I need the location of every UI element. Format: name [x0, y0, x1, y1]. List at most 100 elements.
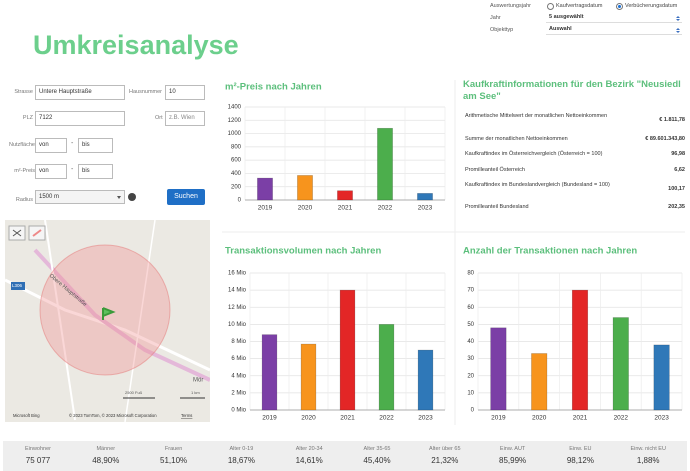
stat-label: Frauen [164, 446, 183, 452]
text-input[interactable]: z.B. Wien [165, 111, 205, 126]
tool-icon [32, 229, 42, 237]
bar [257, 177, 273, 201]
x-tick-label: 2023 [418, 205, 433, 212]
stat-label: Alter über 65 [429, 446, 461, 452]
bar [531, 353, 548, 411]
text-input[interactable]: bis [78, 138, 113, 153]
field-label: Hausnummer [129, 89, 163, 95]
map-label: Mör [193, 378, 203, 384]
select-arrow [676, 19, 680, 21]
page-title: Umkreisanalyse [33, 30, 239, 60]
field-label: Nutzfläche [9, 142, 35, 148]
y-tick-label: 0 [471, 408, 475, 414]
y-tick-label: 1000 [228, 131, 242, 137]
bar [339, 289, 356, 411]
info-title: Kaufkraftinformationen für den Bezirk "N… [463, 79, 681, 102]
map-label: L306 [12, 283, 23, 288]
map-label: Microsoft Bing [13, 413, 40, 418]
chart-title: m²-Preis nach Jahren [225, 82, 322, 93]
radio[interactable] [616, 3, 623, 10]
info-value: 6,62 [674, 167, 685, 173]
y-tick-label: 10 [467, 390, 474, 396]
text-input[interactable]: bis [78, 164, 113, 179]
field-label: m²-Preis [14, 168, 35, 174]
x-tick-label: 2019 [262, 415, 277, 422]
radio-label: Kaufvertragsdatum [556, 3, 603, 9]
select[interactable]: 1500 m [35, 190, 125, 204]
x-tick-label: 2022 [378, 205, 393, 212]
info-label: Kaufkraftindex im Bundeslandvergleich (B… [465, 182, 610, 188]
x-tick-label: 2021 [573, 415, 588, 422]
road-badge [11, 282, 25, 290]
bar [571, 289, 589, 411]
select[interactable]: 5 ausgewählt [546, 13, 682, 23]
map-label: 1 km [191, 390, 200, 395]
bar [612, 317, 629, 411]
chart-title: Anzahl der Transaktionen nach Jahren [463, 246, 637, 257]
text-input[interactable]: von [35, 164, 67, 179]
stat-value: 14,61% [295, 456, 323, 465]
map-label: 2500 Fuß [125, 390, 143, 395]
y-tick-label: 14 Mio [228, 288, 247, 294]
road [124, 220, 156, 422]
radio-label: Verbücherungsdatum [625, 3, 678, 9]
filter-label: Jahr [490, 15, 501, 21]
y-tick-label: 200 [231, 184, 242, 190]
y-tick-label: 1200 [228, 118, 242, 124]
bar [378, 324, 395, 411]
button[interactable]: Suchen [167, 189, 205, 205]
field-label: Strasse [14, 89, 33, 95]
chart-title: Transaktionsvolumen nach Jahren [225, 246, 381, 257]
select-arrow [676, 16, 680, 18]
y-tick-label: 40 [467, 339, 474, 345]
info-label: Summe der monatlichen Nettoeinkommen [465, 136, 568, 142]
x-tick-label: 2020 [301, 415, 316, 422]
y-tick-label: 800 [231, 144, 242, 150]
stat-value: 45,40% [363, 456, 391, 465]
y-tick-label: 30 [467, 356, 474, 362]
select[interactable]: Auswahl [546, 25, 682, 35]
map-label: © 2023 TomTom, © 2023 Microsoft Corporat… [69, 413, 157, 418]
x-tick-label: 2023 [654, 415, 669, 422]
bar [297, 175, 313, 201]
bar [417, 193, 433, 201]
filter-label: Objekttyp [490, 27, 514, 33]
y-tick-label: 10 Mio [228, 322, 247, 328]
y-tick-label: 50 [467, 322, 474, 328]
text-input[interactable]: 10 [165, 85, 205, 100]
main-road [33, 248, 210, 382]
info-value: € 89.601.343,80 [645, 136, 685, 142]
info-label: Arithmetische Mittelwert der monatlichen… [465, 113, 608, 119]
bar [417, 349, 434, 411]
radio[interactable] [547, 3, 554, 10]
separator: - [71, 166, 74, 173]
info-label: Kaufkraftindex im Österreichvergleich (Ö… [465, 151, 603, 157]
y-tick-label: 600 [231, 158, 242, 164]
y-tick-label: 16 Mio [228, 271, 247, 277]
y-tick-label: 60 [467, 305, 474, 311]
tool-icon [12, 229, 22, 237]
filter-label: Auswertungsjahr [490, 3, 531, 9]
stat-value: 1,88% [636, 456, 660, 465]
text-input[interactable]: Untere Hauptstraße [35, 85, 125, 100]
x-tick-label: 2021 [340, 415, 355, 422]
y-tick-label: 6 Mio [231, 356, 246, 362]
select-arrow [117, 196, 121, 199]
info-value: 96,98 [671, 151, 685, 157]
text-input[interactable]: 7122 [35, 111, 125, 126]
stat-label: Einw. EU [569, 446, 592, 452]
road [5, 278, 210, 372]
field-label: Radius [15, 197, 33, 203]
x-tick-label: 2022 [379, 415, 394, 422]
x-tick-label: 2020 [532, 415, 547, 422]
stat-value: 85,99% [499, 456, 527, 465]
info-value: € 1.811,78 [659, 117, 685, 123]
stat-value: 75 077 [25, 456, 51, 465]
x-tick-label: 2020 [298, 205, 313, 212]
y-tick-label: 0 Mio [231, 408, 246, 414]
text-input[interactable]: von [35, 138, 67, 153]
field-label: PLZ [22, 115, 33, 121]
x-tick-label: 2019 [491, 415, 506, 422]
road [44, 220, 76, 421]
